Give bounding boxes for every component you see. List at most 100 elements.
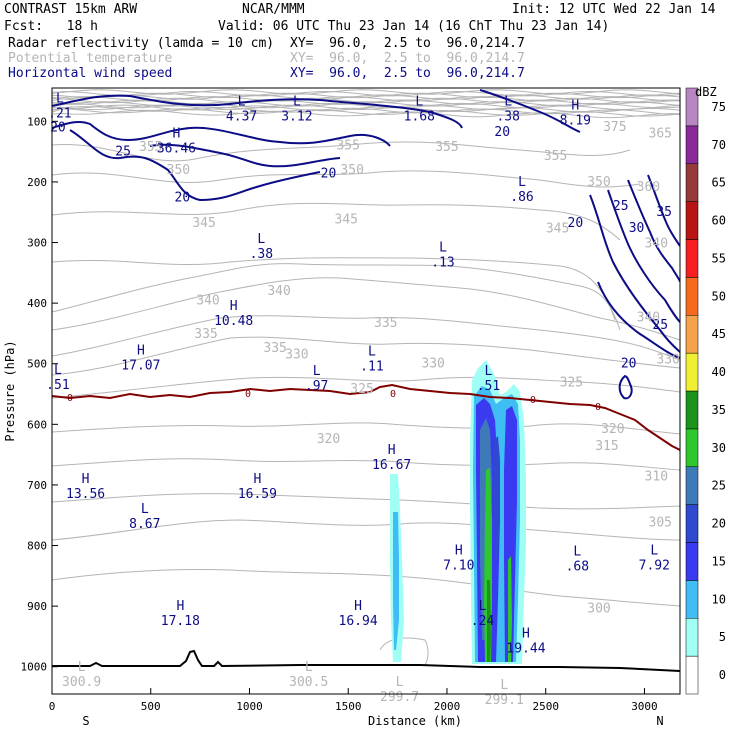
zero-isotherm-label: 0	[530, 395, 536, 406]
wind-contour	[589, 194, 680, 353]
reflectivity-shading	[390, 360, 526, 664]
theta-contour-label: 355	[435, 140, 458, 155]
theta-contour	[52, 458, 680, 471]
reflectivity-cell	[508, 556, 512, 662]
theta-contour-label: 350	[340, 163, 363, 178]
extremum-value: .68	[566, 560, 589, 575]
terrain-line	[52, 649, 680, 672]
extremum-marker: H	[230, 299, 238, 314]
theta-contour-label: 355	[336, 139, 359, 154]
theta-contour-label: 360	[637, 180, 660, 195]
wind-contour	[69, 129, 321, 202]
extremum-marker: L	[650, 543, 658, 558]
y-tick-label: 1000	[21, 661, 48, 674]
extremum-marker: H	[253, 472, 261, 487]
extremum-value: 36.46	[157, 142, 196, 157]
extremum-marker: H	[82, 472, 90, 487]
wind-contour	[607, 189, 680, 323]
x-end-label-north: N	[656, 714, 663, 728]
colorbar-swatch	[685, 542, 699, 581]
theta-contour-label: 320	[601, 422, 624, 437]
x-tick-label: 1000	[236, 700, 263, 713]
organization: NCAR/MMM	[242, 2, 305, 17]
wind-contour-label: 30	[629, 221, 645, 236]
reflectivity-cell	[494, 436, 500, 560]
theta-contour-label: 340	[196, 294, 219, 309]
extremum-value: 17.18	[161, 614, 200, 629]
field-theta-xy: XY= 96.0, 2.5 to 96.0,214.7	[290, 51, 525, 66]
extremum-marker: H	[571, 99, 579, 114]
x-tick-label: 2500	[532, 700, 559, 713]
colorbar-label: 25	[712, 479, 726, 493]
colorbar-swatch	[685, 163, 699, 202]
x-end-label-south: S	[82, 714, 89, 728]
y-tick-label: 300	[27, 237, 47, 250]
init-time: Init: 12 UTC Wed 22 Jan 14	[512, 2, 716, 17]
extremum-marker: L	[141, 502, 149, 517]
extremum-marker: L	[293, 94, 301, 109]
colorbar-swatch	[685, 315, 699, 354]
extremum-marker: L	[56, 91, 64, 106]
reflectivity-cell	[487, 580, 491, 662]
theta-contours	[52, 141, 680, 666]
extremum-value: 16.94	[339, 614, 378, 629]
extremum-marker: L	[257, 232, 265, 247]
field-reflectivity-xy: XY= 96.0, 2.5 to 96.0,214.7	[290, 36, 525, 51]
colorbar-label: 10	[712, 592, 726, 606]
colorbar-label: 20	[712, 517, 726, 531]
extremum-value: 3.12	[281, 109, 312, 124]
theta-contour-label: 355	[544, 149, 567, 164]
zero-isotherm-label: 0	[245, 389, 251, 400]
theta-contour-label: 345	[546, 222, 569, 237]
extremum-marker: H	[388, 443, 396, 458]
colorbar-swatch	[685, 390, 699, 430]
y-tick-label: 400	[27, 297, 47, 310]
wind-contour-label: 20	[175, 191, 191, 206]
extremum-marker: L	[439, 240, 447, 255]
wind-contour-label: 25	[652, 318, 668, 333]
extremum-marker: L	[573, 545, 581, 560]
colorbar-label: 55	[712, 251, 726, 265]
extremum-value: .97	[305, 379, 328, 394]
colorbar-label: 70	[712, 138, 726, 152]
x-axis-title: Distance (km)	[368, 714, 462, 728]
extremum-marker: H	[176, 599, 184, 614]
extremum-value: 17.07	[121, 358, 160, 373]
extremum-value: 8.67	[129, 517, 160, 532]
theta-contour-label: 335	[263, 341, 286, 356]
wind-contours	[52, 89, 680, 400]
extremum-marker: H	[137, 343, 145, 358]
extremum-value: 10.48	[214, 314, 253, 329]
extremum-marker: L	[238, 94, 246, 109]
colorbar-label: 60	[712, 214, 726, 228]
reflectivity-cell	[504, 406, 517, 662]
extremum-value: .24	[471, 614, 495, 629]
colorbar-swatch	[685, 428, 699, 467]
extremum-marker: H	[354, 599, 362, 614]
extremum-marker: L	[479, 599, 487, 614]
theta-contour-label: 355	[139, 140, 162, 155]
colorbar-label: 75	[712, 100, 726, 114]
extremum-marker: L	[518, 175, 526, 190]
extremum-marker: L	[78, 660, 86, 675]
x-tick-label: 3000	[631, 700, 658, 713]
colorbar-label: 50	[712, 289, 726, 303]
zero-isotherm-label: 0	[67, 393, 73, 404]
wind-contour	[597, 281, 680, 359]
extremum-value: 300.9	[62, 675, 101, 690]
x-tick-label: 500	[141, 700, 161, 713]
theta-contour-label: 350	[587, 175, 610, 190]
field-wind-name: Horizontal wind speed	[8, 66, 173, 81]
wind-contour-label: 20	[621, 357, 637, 372]
field-reflectivity-name: Radar reflectivity (lamda = 10 cm)	[8, 36, 275, 51]
wind-contour	[618, 374, 633, 400]
theta-contour-label: 305	[649, 516, 672, 531]
colorbar-swatch	[685, 277, 699, 316]
extremum-value: 16.59	[238, 487, 277, 502]
wind-contour-label: 35	[656, 205, 672, 220]
wind-contour-label: 20	[321, 166, 337, 181]
theta-contour	[52, 257, 616, 321]
extremum-value: 4.37	[226, 109, 257, 124]
extremum-marker: H	[455, 543, 463, 558]
